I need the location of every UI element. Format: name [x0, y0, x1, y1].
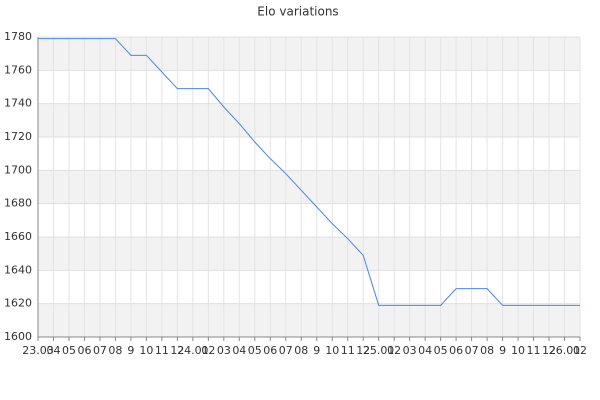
- y-tick-label: 1680: [4, 197, 32, 210]
- x-tick-label: 9: [127, 344, 134, 357]
- x-tick-label: 10: [139, 344, 153, 357]
- x-tick-label: 9: [313, 344, 320, 357]
- x-tick-label: 02: [573, 344, 587, 357]
- x-tick-label: 10: [325, 344, 339, 357]
- x-tick-label: 26.01: [549, 344, 581, 357]
- y-tick-label: 1740: [4, 97, 32, 110]
- x-tick-label: 06: [77, 344, 91, 357]
- chart-title: Elo variations: [257, 5, 338, 19]
- y-tick-label: 1780: [4, 30, 32, 43]
- x-tick-label: 03: [217, 344, 231, 357]
- x-tick-label: 05: [248, 344, 262, 357]
- x-tick-label: 23.03: [22, 344, 54, 357]
- y-tick-label: 1640: [4, 263, 32, 276]
- x-tick-label: 05: [62, 344, 76, 357]
- x-tick-label: 06: [449, 344, 463, 357]
- grid-band: [38, 103, 580, 137]
- x-tick-label: 07: [465, 344, 479, 357]
- x-tick-label: 12: [542, 344, 556, 357]
- y-tick-label: 1720: [4, 130, 32, 143]
- x-tick-label: 08: [108, 344, 122, 357]
- x-tick-label: 02: [387, 344, 401, 357]
- x-tick-label: 07: [279, 344, 293, 357]
- x-tick-label: 06: [263, 344, 277, 357]
- x-tick-label: 08: [294, 344, 308, 357]
- grid-band: [38, 37, 580, 71]
- y-tick-label: 1760: [4, 63, 32, 76]
- x-tick-label: 12: [170, 344, 184, 357]
- x-tick-label: 12: [356, 344, 370, 357]
- x-tick-label: 04: [418, 344, 432, 357]
- x-tick-label: 11: [527, 344, 541, 357]
- x-tick-label: 03: [403, 344, 417, 357]
- x-tick-label: 02: [201, 344, 215, 357]
- x-tick-label: 05: [434, 344, 448, 357]
- x-tick-label: 07: [93, 344, 107, 357]
- x-tick-label: 04: [46, 344, 60, 357]
- x-tick-label: 11: [341, 344, 355, 357]
- grid-band: [38, 237, 580, 271]
- y-tick-label: 1660: [4, 230, 32, 243]
- line-series: [38, 38, 580, 306]
- x-tick-label: 04: [232, 344, 246, 357]
- y-tick-label: 1600: [4, 330, 32, 343]
- y-tick-label: 1620: [4, 297, 32, 310]
- x-tick-label: 24.01: [177, 344, 209, 357]
- x-tick-label: 10: [511, 344, 525, 357]
- x-tick-label: 08: [480, 344, 494, 357]
- y-tick-label: 1700: [4, 163, 32, 176]
- x-tick-label: 25.01: [363, 344, 395, 357]
- x-tick-label: 11: [155, 344, 169, 357]
- grid-band: [38, 303, 580, 337]
- x-tick-label: 9: [499, 344, 506, 357]
